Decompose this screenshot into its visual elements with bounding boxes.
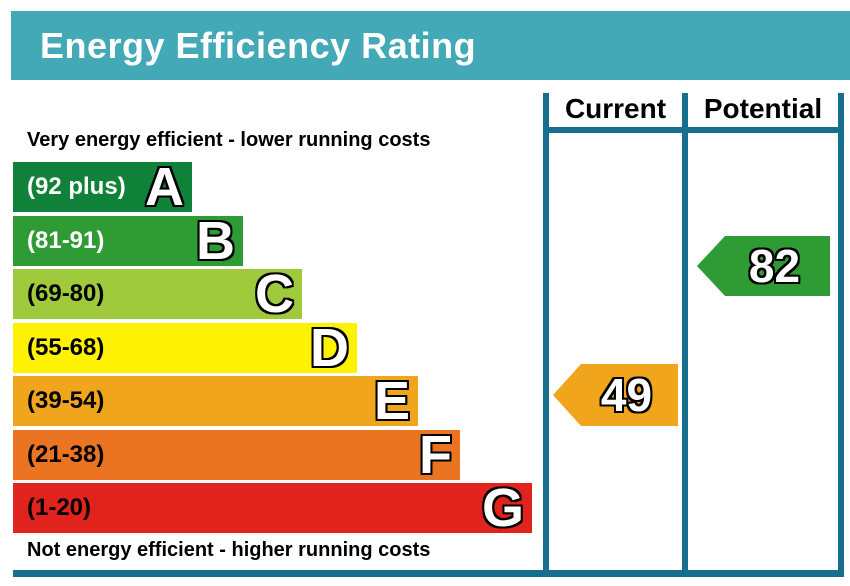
band-f: (21-38) F [13, 424, 460, 485]
chart-title: Energy Efficiency Rating [40, 24, 477, 66]
potential-rating-arrow: 82 [697, 236, 830, 296]
band-range-label: (92 plus) [27, 173, 126, 200]
band-letter: D [310, 317, 349, 378]
band-e: (39-54) E [13, 371, 418, 431]
band-letter: A [145, 157, 184, 217]
current-rating-arrow: 49 [553, 364, 678, 426]
band-range-label: (39-54) [27, 387, 105, 414]
band-range-label: (55-68) [27, 333, 105, 361]
band-g: (1-20) G [13, 478, 532, 538]
band-letter: C [255, 264, 294, 324]
current-column-header: Current [564, 93, 667, 124]
band-range-label: (21-38) [27, 440, 105, 468]
band-letter: B [196, 210, 235, 271]
band-b: (81-91) B [13, 210, 243, 271]
band-letter: G [481, 478, 524, 538]
potential-column-header: Potential [703, 93, 823, 124]
chart-header: Energy Efficiency Rating [11, 11, 850, 80]
band-range-label: (81-91) [27, 226, 105, 254]
potential-column-right-border [838, 93, 844, 577]
chart-bottom-border [13, 570, 844, 577]
band-d: (55-68) D [13, 317, 357, 378]
potential-column-left-border [682, 93, 688, 577]
band-c: (69-80) C [13, 264, 302, 324]
bottom-caption: Not energy efficient - higher running co… [27, 539, 431, 561]
band-range-label: (69-80) [27, 280, 105, 307]
bands-container: (92 plus) A (81-91) B (69-80) C (55-68) D (39-54… [13, 157, 532, 538]
band-letter: E [373, 371, 410, 431]
band-range-label: (1-20) [27, 494, 92, 521]
band-letter: F [419, 424, 452, 485]
top-caption: Very energy efficient - lower running co… [27, 129, 431, 151]
current-column-left-border [543, 93, 549, 577]
band-a: (92 plus) A [13, 157, 192, 217]
column-header-divider [543, 127, 844, 133]
